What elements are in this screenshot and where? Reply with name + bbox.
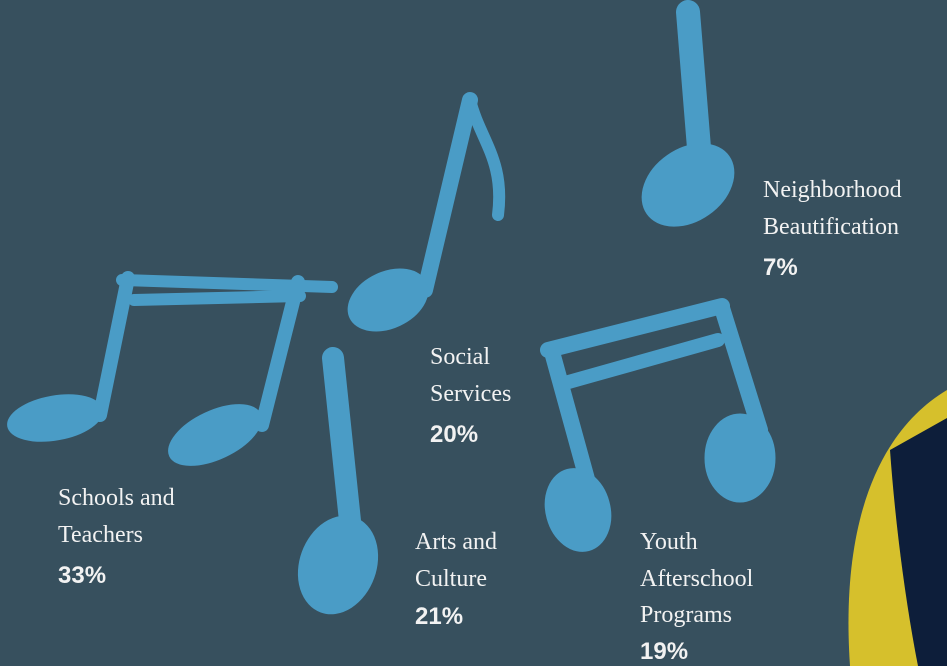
percent: 19% — [640, 638, 688, 665]
percent: 21% — [415, 603, 463, 630]
label-line: Schools and — [58, 485, 175, 511]
label-line: Arts and — [415, 529, 497, 555]
percent: 7% — [763, 254, 798, 281]
percent: 20% — [430, 421, 478, 448]
label-line: Culture — [415, 566, 487, 592]
label-line: Services — [430, 381, 511, 407]
label-line: Teachers — [58, 522, 143, 548]
label-line: Youth — [640, 529, 698, 555]
label-line: Afterschool — [640, 566, 754, 592]
percent: 33% — [58, 562, 106, 589]
label-line: Social — [430, 344, 490, 370]
label-line: Programs — [640, 602, 732, 628]
page: Neighborhood Beautification 7% Social Se… — [0, 0, 947, 666]
label-line: Beautification — [763, 214, 899, 240]
label-line: Neighborhood — [763, 177, 902, 203]
infographic: Neighborhood Beautification 7% Social Se… — [0, 0, 947, 666]
